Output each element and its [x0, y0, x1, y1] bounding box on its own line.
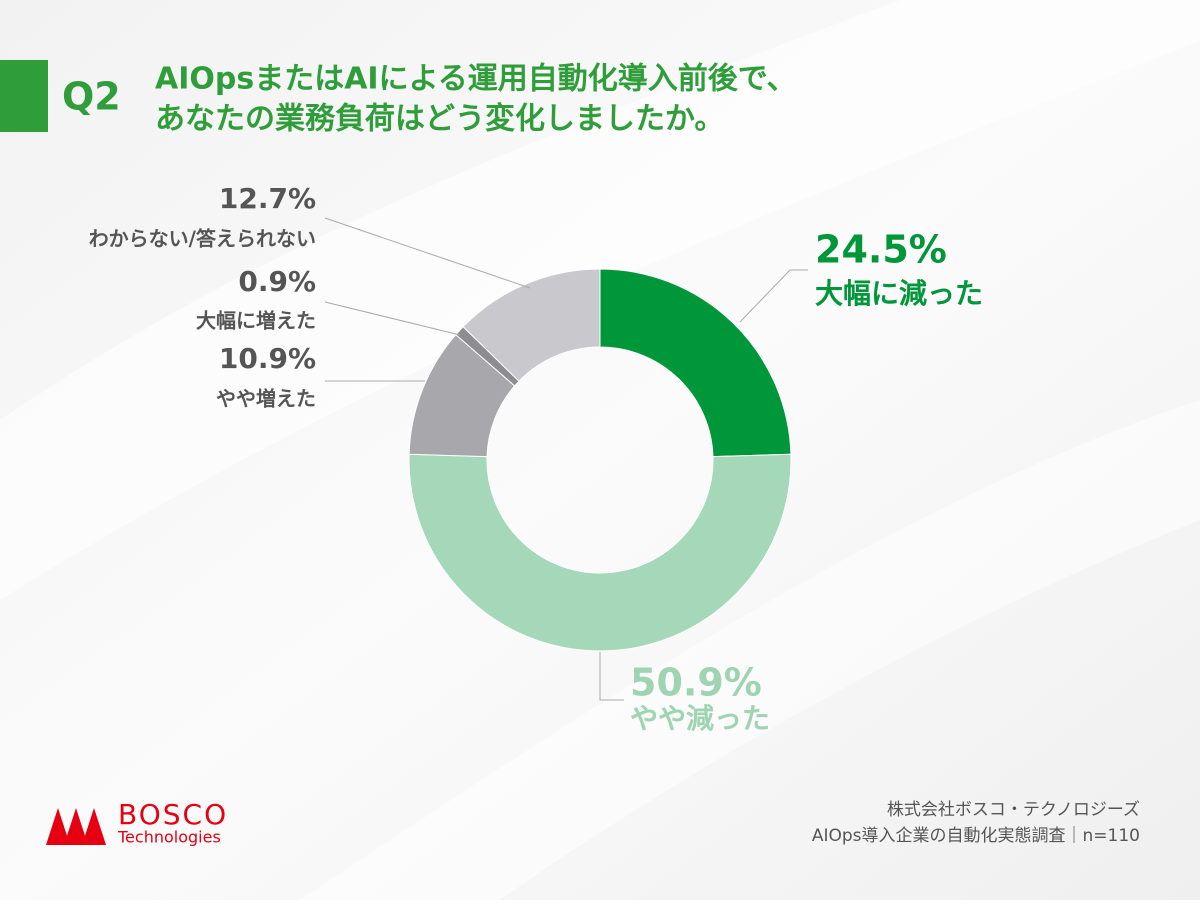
footer-company: 株式会社ボスコ・テクノロジーズ [887, 800, 1140, 820]
footer-source: AIOps導入企業の自動化実態調査｜n=110 [812, 826, 1140, 846]
donut-slice [462, 268, 601, 382]
logo: BOSCO Technologies [46, 798, 228, 847]
leader-line [599, 652, 624, 701]
category-label: わからない/答えられない [89, 227, 316, 251]
category-label: やや増えた [216, 387, 316, 411]
background-swoosh [0, 0, 1200, 600]
leader-line [739, 269, 808, 323]
donut-slice [408, 453, 792, 652]
value-label: 12.7% [219, 182, 316, 215]
title-line: AIOpsまたはAIによる運用自動化導入前後で、 [155, 62, 797, 97]
value-label: 0.9% [238, 265, 316, 298]
value-label: 24.5% [815, 228, 947, 272]
question-marker [0, 60, 48, 132]
category-label: 大幅に減った [815, 277, 983, 310]
category-label: やや減った [630, 702, 770, 735]
question-label: Q2 [62, 75, 121, 119]
logo-mark [46, 808, 106, 845]
logo-name: BOSCO [118, 798, 228, 831]
leader-line [324, 217, 531, 289]
background-swoosh [300, 400, 1200, 900]
value-label: 50.9% [630, 661, 762, 705]
logo-subtitle: Technologies [117, 828, 221, 847]
title-line: あなたの業務負荷はどう変化しましたか。 [155, 102, 724, 137]
donut-slice [599, 268, 792, 458]
leader-line [324, 301, 461, 336]
category-label: 大幅に増えた [196, 309, 316, 333]
value-label: 10.9% [219, 342, 316, 375]
